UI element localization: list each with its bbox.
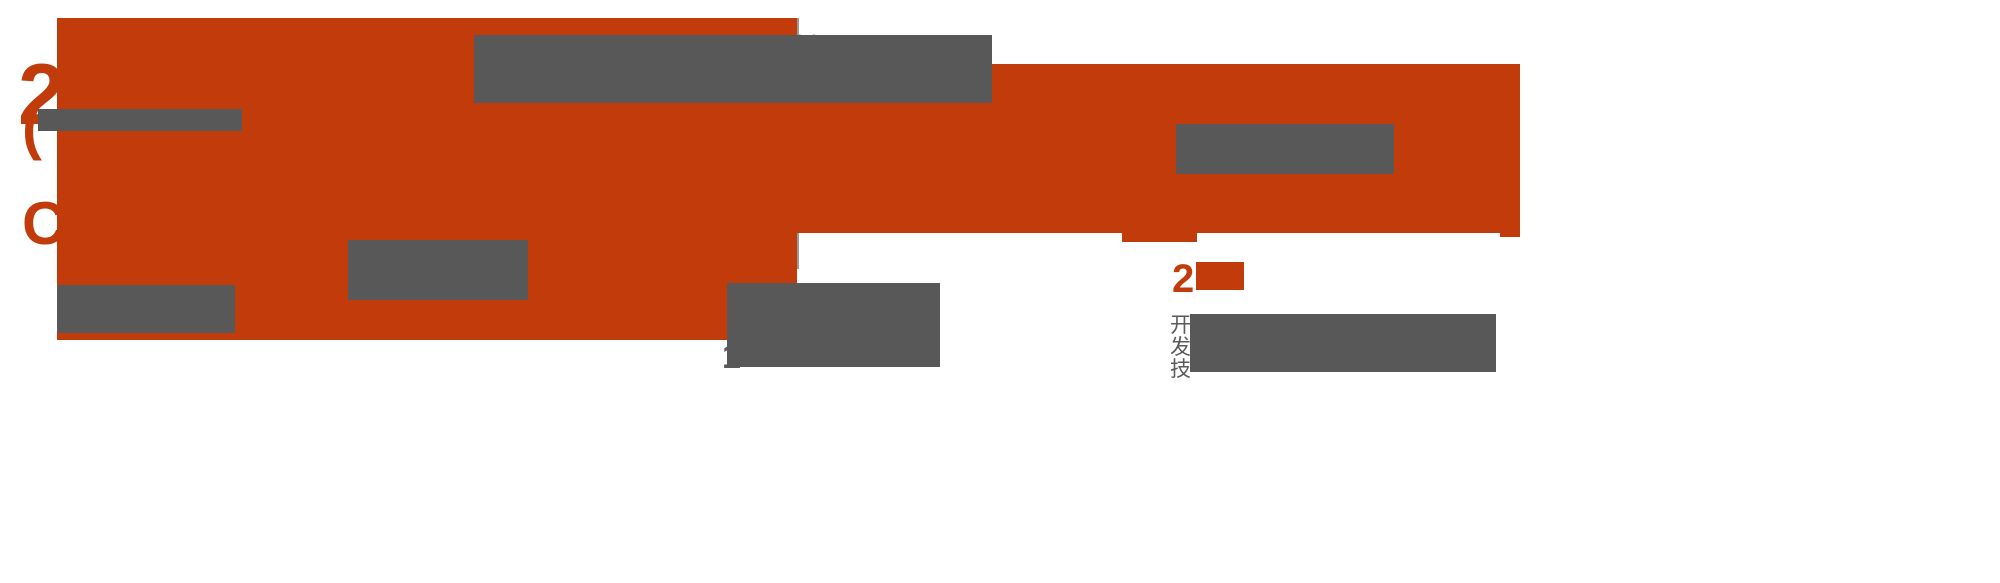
redaction-gray-block-right-card — [1176, 124, 1394, 174]
redaction-gray-block-mid-left — [348, 240, 528, 300]
right-numeral-fragment: 2 — [1172, 257, 1195, 301]
right-body-line-2: 发 — [1170, 336, 1191, 359]
redaction-orange-block-right-tab — [1122, 233, 1197, 242]
left-paren-glyph-fragment: ( — [22, 94, 43, 161]
redaction-gray-block-bottom-right — [1190, 314, 1496, 372]
redaction-gray-block-bottom-mid — [727, 283, 940, 367]
right-body-line-3: 技 — [1170, 358, 1191, 381]
redaction-orange-block-badge — [1196, 262, 1244, 290]
redaction-gray-block-underline — [38, 109, 242, 131]
redaction-gray-block-bottom-left — [57, 285, 235, 333]
redaction-gray-block-headline — [474, 35, 992, 103]
right-body-line-1: 开 — [1170, 314, 1191, 337]
redaction-orange-block-edge — [1500, 212, 1520, 237]
